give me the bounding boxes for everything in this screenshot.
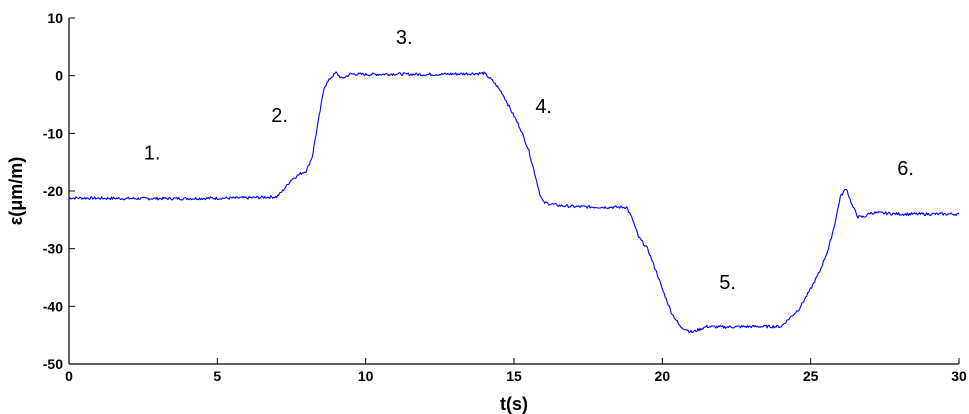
y-tick-label-4: -30 — [43, 241, 63, 257]
x-axis-label: t(s) — [500, 394, 528, 414]
annotation-1: 1. — [144, 142, 161, 164]
axis-ticks — [68, 17, 960, 365]
y-tick-label-0: 10 — [47, 10, 63, 26]
x-tick-label-1: 5 — [213, 368, 221, 384]
y-tick-label-5: -40 — [43, 298, 63, 314]
x-tick-label-6: 30 — [951, 368, 967, 384]
x-tick-label-3: 15 — [506, 368, 522, 384]
y-tick-label-1: 0 — [55, 68, 63, 84]
annotation-3: 3. — [396, 27, 413, 49]
x-tick-label-4: 20 — [655, 368, 671, 384]
x-tick-label-0: 0 — [65, 368, 73, 384]
annotation-5: 5. — [719, 272, 736, 294]
y-axis-label: ε(μm/m) — [6, 157, 26, 226]
y-tick-label-3: -20 — [43, 183, 63, 199]
y-tick-label-6: -50 — [43, 356, 63, 372]
y-tick-label-2: -10 — [43, 125, 63, 141]
series-line — [68, 71, 960, 334]
x-tick-label-2: 10 — [358, 368, 374, 384]
annotation-2: 2. — [271, 105, 288, 127]
annotation-6: 6. — [897, 158, 914, 180]
annotations: 1. 2. 3. 4. 5. 6. — [144, 27, 914, 294]
tick-labels: 0 5 10 15 20 25 30 10 0 -10 -20 -30 -40 -50 — [43, 10, 967, 384]
annotation-4: 4. — [535, 96, 552, 118]
series-line-path — [68, 71, 960, 334]
x-tick-label-5: 25 — [803, 368, 819, 384]
